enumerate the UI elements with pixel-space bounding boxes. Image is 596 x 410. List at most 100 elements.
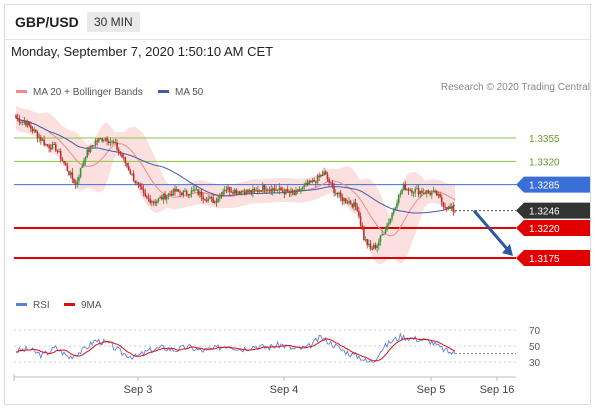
candle	[33, 129, 36, 132]
candle	[454, 211, 456, 213]
candle	[63, 160, 65, 164]
candle	[151, 201, 153, 203]
candle	[434, 191, 436, 193]
candle	[366, 239, 368, 245]
last-price-label: 1.3246	[529, 207, 560, 218]
rsi-line	[15, 332, 456, 363]
candle	[142, 189, 145, 193]
candle	[104, 137, 107, 140]
timeframe-tab[interactable]: 30 MIN	[87, 12, 140, 32]
candle	[281, 190, 284, 192]
level-tag-1-3175	[516, 250, 590, 266]
candle	[165, 196, 168, 200]
candle	[137, 182, 140, 185]
candle	[205, 200, 208, 202]
candle	[402, 183, 405, 190]
candle	[401, 189, 403, 194]
candle	[30, 125, 32, 129]
candle	[280, 187, 282, 191]
credit-text: Research © 2020 Trading Central	[440, 82, 590, 93]
legend-ma50: MA 50	[158, 87, 203, 98]
candle	[301, 186, 304, 190]
candle	[286, 189, 289, 192]
candle	[267, 189, 269, 191]
candle	[222, 191, 224, 196]
candle	[35, 129, 37, 133]
candle	[56, 150, 59, 152]
candle	[23, 121, 26, 123]
candle	[49, 147, 52, 150]
candle	[439, 194, 441, 198]
candle	[195, 189, 198, 191]
legend-ma50-label: MA 50	[175, 87, 204, 98]
candle	[353, 202, 355, 208]
candle	[88, 149, 90, 152]
candle	[315, 181, 317, 183]
candle	[114, 142, 117, 144]
candle	[227, 186, 229, 190]
candle	[296, 189, 299, 191]
candle	[112, 141, 115, 144]
candle	[204, 199, 206, 201]
candle	[28, 121, 31, 126]
candle	[64, 163, 67, 166]
candle	[364, 239, 367, 241]
candle	[306, 183, 309, 185]
candle	[358, 211, 360, 217]
candle	[18, 118, 21, 123]
candle	[202, 197, 204, 200]
candle	[283, 191, 286, 194]
candle	[240, 191, 243, 194]
candle	[300, 189, 302, 192]
candle	[412, 192, 415, 194]
candle	[376, 245, 378, 248]
header-bar: GBP/USD 30 MIN	[5, 5, 590, 40]
candle	[252, 189, 254, 193]
candle	[78, 176, 80, 181]
candle	[194, 189, 196, 191]
bollinger-band	[16, 106, 455, 265]
candle	[407, 188, 410, 191]
candle	[48, 145, 50, 148]
candle	[122, 157, 125, 159]
candle	[223, 189, 226, 192]
candle	[422, 192, 425, 194]
candle	[121, 154, 123, 158]
candle	[149, 198, 151, 203]
candle	[290, 190, 292, 194]
candle	[404, 183, 407, 190]
candle	[210, 197, 213, 199]
candle	[190, 190, 193, 195]
candle	[275, 189, 277, 191]
candle	[382, 234, 385, 236]
candle	[16, 118, 19, 120]
candle	[69, 172, 72, 175]
candle	[318, 175, 320, 177]
candle	[328, 179, 330, 183]
candle	[54, 144, 57, 151]
candle	[146, 196, 148, 198]
candle	[61, 159, 64, 161]
candle	[348, 201, 350, 203]
candle	[38, 137, 40, 139]
candle	[245, 189, 248, 195]
candle	[303, 184, 306, 187]
candle	[157, 198, 160, 202]
legend-ma20: MA 20 + Bollinger Bands	[16, 87, 143, 98]
rsi-ma9-line	[15, 337, 456, 362]
candle	[265, 189, 267, 191]
candle	[79, 167, 82, 177]
candle	[217, 198, 219, 203]
candle	[26, 121, 29, 126]
candle	[43, 139, 45, 146]
level-label-1-3355: 1.3355	[529, 134, 560, 145]
candle	[263, 185, 266, 190]
candle	[351, 203, 354, 208]
rsi-swatch	[16, 302, 27, 306]
candle	[144, 192, 147, 197]
candle	[199, 191, 201, 195]
candle	[86, 149, 89, 158]
level-label-1-3220: 1.3220	[529, 224, 560, 235]
candle	[361, 225, 364, 230]
candle	[20, 122, 22, 124]
